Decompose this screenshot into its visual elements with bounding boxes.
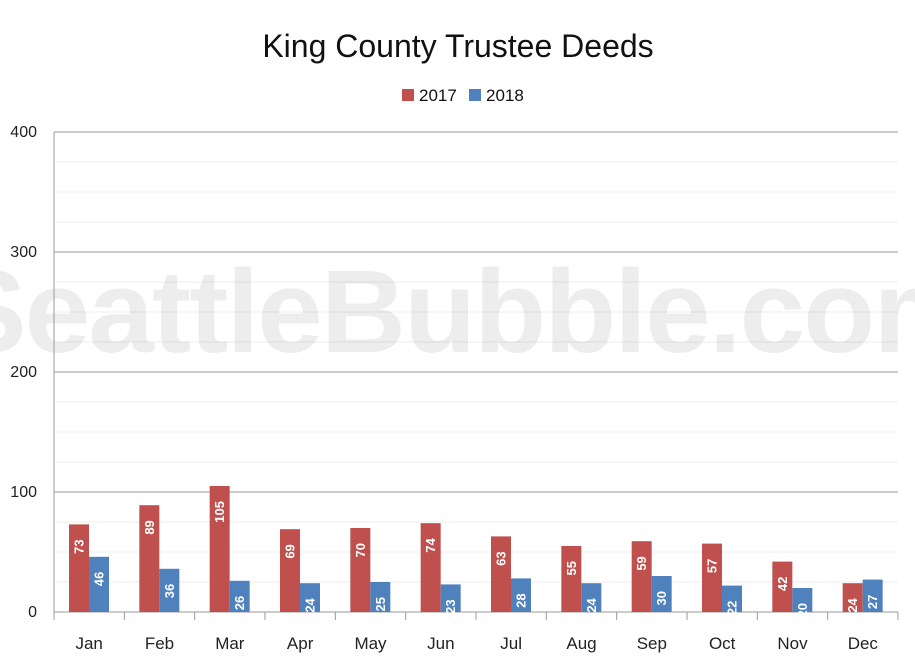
- data-label-2017-feb: 89: [142, 520, 157, 534]
- bar-2018-jul: [511, 578, 531, 612]
- x-tick-label: Oct: [709, 634, 736, 653]
- data-label-2018-feb: 36: [162, 584, 177, 598]
- bar-2017-sep: [631, 541, 652, 612]
- bar-2017-may: [350, 528, 371, 612]
- data-label-2018-mar: 26: [232, 596, 247, 610]
- data-label-2018-sep: 30: [654, 591, 669, 605]
- bar-2018-jun: [440, 584, 461, 612]
- data-label-2018-dec: 27: [865, 595, 880, 609]
- data-label-2017-sep: 59: [634, 556, 649, 570]
- bar-2017-feb: [139, 505, 160, 612]
- x-tick-label: Feb: [145, 634, 174, 653]
- x-tick-label: May: [354, 634, 387, 653]
- data-label-2018-jun: 23: [443, 599, 458, 613]
- bar-2018-jan: [89, 556, 109, 612]
- x-tick-label: Mar: [215, 634, 245, 653]
- data-label-2018-oct: 22: [725, 601, 740, 615]
- legend-swatch-2018: [469, 89, 481, 101]
- bar-2018-aug: [581, 583, 602, 612]
- x-tick-label: Jan: [75, 634, 102, 653]
- y-axis: 0 100 200 300 400: [10, 124, 55, 621]
- y-tick-label: 0: [28, 604, 37, 621]
- bar-2017-apr: [280, 529, 300, 612]
- data-label-2018-may: 25: [373, 597, 388, 611]
- bar-2017-jun: [420, 523, 441, 612]
- data-label-2017-nov: 42: [775, 577, 790, 591]
- bar-2017-nov: [772, 561, 793, 612]
- x-tick-label: Jul: [500, 634, 522, 653]
- legend: 2017 2018: [402, 86, 524, 105]
- data-label-2017-dec: 24: [845, 597, 860, 612]
- y-tick-label: 200: [10, 364, 37, 381]
- data-label-2018-aug: 24: [584, 597, 599, 612]
- data-label-2017-jan: 73: [72, 539, 87, 553]
- grid: [54, 131, 898, 583]
- bar-2018-mar: [229, 580, 250, 612]
- data-label-2018-apr: 24: [303, 597, 318, 612]
- bar-2018-may: [370, 582, 391, 612]
- x-tick-label: Nov: [777, 634, 808, 653]
- bar-2018-dec: [862, 579, 883, 612]
- bar-2017-aug: [561, 546, 582, 612]
- data-label-2017-jul: 63: [494, 551, 509, 565]
- x-tick-label: Dec: [848, 634, 879, 653]
- legend-swatch-2017: [402, 89, 414, 101]
- data-label-2018-jan: 46: [92, 572, 107, 586]
- data-label-2017-aug: 55: [564, 561, 579, 575]
- y-tick-label: 400: [10, 124, 37, 141]
- bar-2017-mar: [209, 486, 230, 612]
- data-label-2018-nov: 20: [795, 603, 810, 617]
- bar-2018-nov: [792, 588, 813, 612]
- watermark-text: SeattleBubble.com: [0, 246, 915, 378]
- chart-title: King County Trustee Deeds: [262, 28, 653, 64]
- data-label-2017-may: 70: [353, 543, 368, 557]
- bar-2018-oct: [722, 585, 742, 612]
- bar-2017-jan: [69, 524, 89, 612]
- legend-label-2018: 2018: [486, 86, 524, 105]
- legend-label-2017: 2017: [419, 86, 457, 105]
- bar-2017-dec: [842, 583, 863, 612]
- bar-2018-apr: [300, 583, 320, 612]
- x-axis: Jan Feb Mar Apr May Jun Jul Aug Sep Oct Nov Dec: [53, 611, 899, 653]
- y-tick-label: 300: [10, 244, 37, 261]
- data-label-2017-apr: 69: [283, 544, 298, 558]
- bar-2018-feb: [159, 568, 180, 612]
- data-label-2018-jul: 28: [514, 593, 529, 607]
- bar-2018-sep: [651, 576, 672, 612]
- x-tick-label: Sep: [637, 634, 667, 653]
- bars: 73 89 105 69 70 74 63 55 59 57 42 24 46 36 26 24 25 23 28 2…: [69, 486, 883, 617]
- data-label-2017-jun: 74: [423, 537, 438, 552]
- x-tick-label: Jun: [427, 634, 454, 653]
- x-tick-label: Aug: [566, 634, 596, 653]
- bar-2017-oct: [702, 543, 722, 612]
- y-tick-label: 100: [10, 484, 37, 501]
- data-label-2017-mar: 105: [212, 501, 227, 523]
- bar-2017-jul: [491, 536, 511, 612]
- x-tick-label: Apr: [287, 634, 314, 653]
- data-label-2017-oct: 57: [705, 559, 720, 573]
